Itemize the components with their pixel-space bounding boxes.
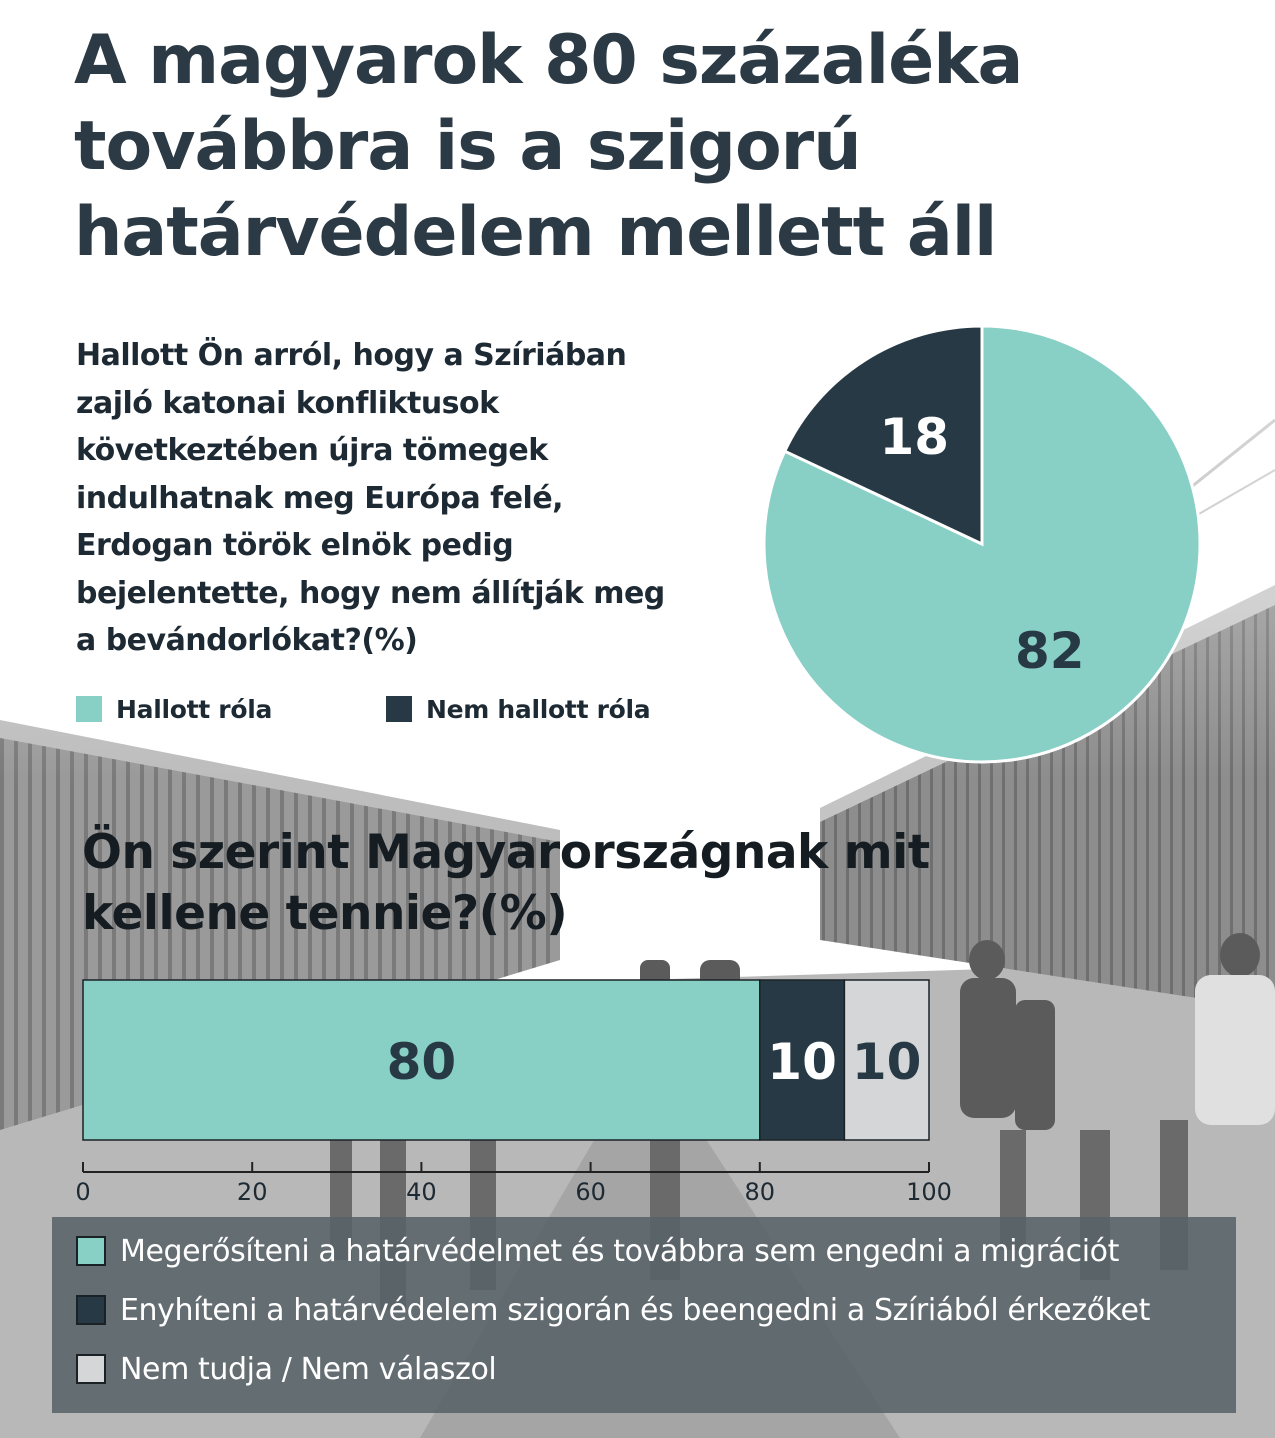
x-tick-label-3: 60	[575, 1178, 606, 1206]
legend-swatch-teal	[76, 1236, 106, 1266]
legend-label-not-heard: Nem hallott róla	[426, 694, 651, 724]
pie-data-label-1: 18	[879, 408, 949, 466]
pie-question: Hallott Ön arról, hogy a Szíriában zajló…	[76, 338, 665, 658]
x-tick-label-1: 20	[237, 1178, 268, 1206]
legend-label-ease: Enyhíteni a határvédelem szigorán és bee…	[120, 1292, 1150, 1328]
bar-question: Ön szerint Magyarországnak mit kellene t…	[82, 825, 930, 941]
legend-swatch-dark	[386, 696, 412, 722]
legend-swatch-teal	[76, 696, 102, 722]
pie-chart: 82 18	[762, 324, 1202, 764]
pie-legend-item-not-heard: Nem hallott róla	[386, 694, 651, 724]
legend-swatch-light	[76, 1354, 106, 1384]
bar-data-label-0: 80	[387, 1033, 457, 1091]
bar-segment-1	[759, 979, 846, 1141]
legend-label-heard: Hallott róla	[116, 694, 273, 724]
bar-legend-item-dont-know: Nem tudja / Nem válaszol	[76, 1351, 497, 1387]
pie-slice-1	[782, 324, 984, 547]
legend-label-strengthen: Megerősíteni a határvédelmet és továbbra…	[120, 1233, 1119, 1269]
legend-label-dont-know: Nem tudja / Nem válaszol	[120, 1351, 497, 1387]
legend-swatch-dark	[76, 1295, 106, 1325]
bar-data-label-1: 10	[767, 1033, 837, 1091]
x-tick-label-5: 100	[906, 1178, 952, 1206]
bar-data-label-2: 10	[852, 1033, 922, 1091]
page-title: A magyarok 80 százaléka továbbra is a sz…	[74, 21, 1023, 272]
pie-legend-item-heard: Hallott róla	[76, 694, 272, 724]
bar-segment-0	[82, 979, 761, 1141]
x-tick-label-2: 40	[406, 1178, 437, 1206]
x-tick-label-0: 0	[75, 1178, 90, 1206]
bar-legend-item-strengthen: Megerősíteni a határvédelmet és továbbra…	[76, 1233, 1119, 1269]
bar-legend-item-ease: Enyhíteni a határvédelem szigorán és bee…	[76, 1292, 1150, 1328]
bar-legend: Megerősíteni a határvédelmet és továbbra…	[52, 1217, 1236, 1413]
pie-data-label-0: 82	[1015, 622, 1085, 680]
bar-segment-2	[843, 979, 930, 1141]
stacked-bar-chart: 80 10 100 20 40 60 80 100	[75, 979, 952, 1206]
x-tick-label-4: 80	[745, 1178, 776, 1206]
